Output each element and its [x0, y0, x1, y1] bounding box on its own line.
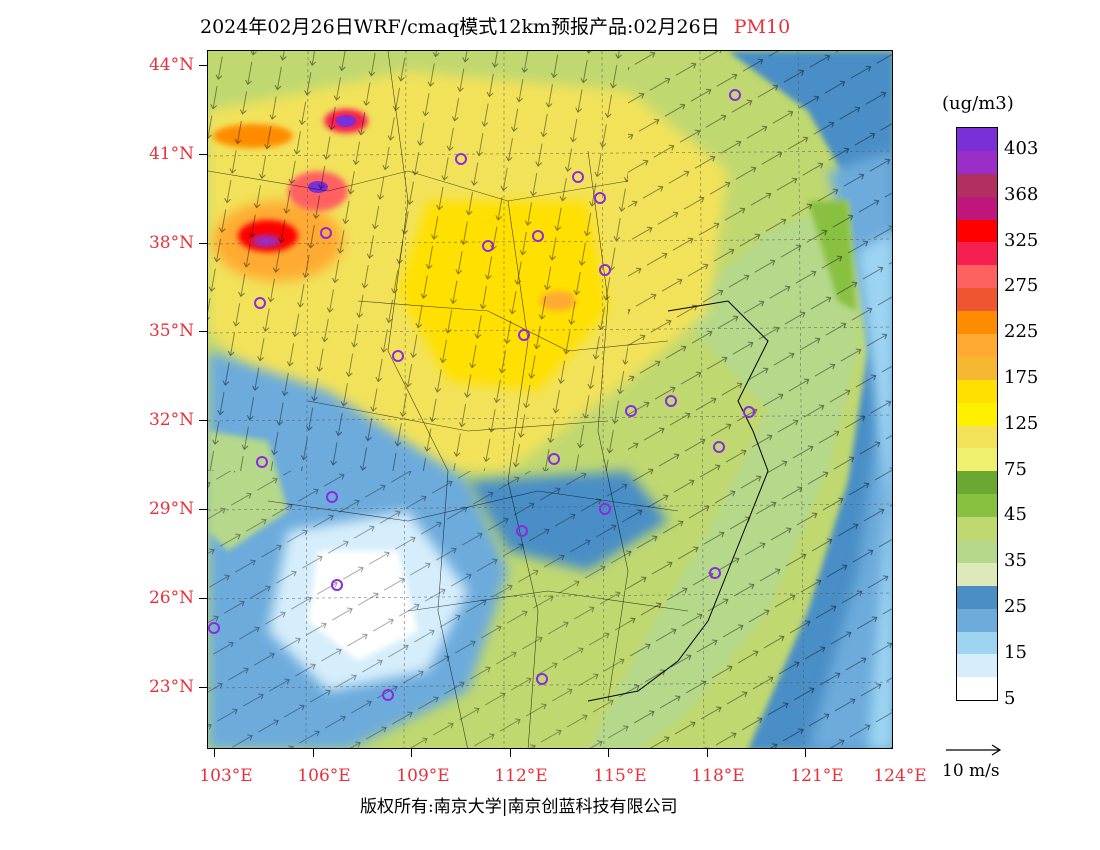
copyright: 版权所有:南京大学|南京创蓝科技有限公司 — [360, 797, 678, 817]
color-swatch — [957, 288, 997, 312]
color-bar-label: 25 — [1004, 595, 1027, 617]
color-swatch — [957, 677, 997, 701]
lat-label: 44°N — [148, 55, 194, 75]
color-bar-label: 225 — [1004, 321, 1039, 343]
lat-label: 41°N — [148, 144, 194, 164]
color-bar-label: 15 — [1004, 641, 1027, 663]
color-bar-label: 325 — [1004, 229, 1039, 251]
lon-tick — [510, 749, 511, 757]
color-swatch — [957, 379, 997, 403]
lat-label: 23°N — [148, 677, 194, 697]
color-swatch — [957, 494, 997, 518]
color-swatch — [957, 334, 997, 357]
lon-label: 112°E — [494, 766, 548, 786]
lat-label: 32°N — [148, 410, 194, 430]
lon-tick — [214, 749, 215, 757]
color-swatch — [957, 311, 997, 335]
pm10-map — [207, 50, 893, 749]
color-bar-label: 5 — [1004, 687, 1016, 709]
color-swatch — [957, 128, 997, 151]
lat-tick — [199, 331, 207, 332]
color-bar-label: 75 — [1004, 458, 1027, 480]
color-swatch — [957, 196, 997, 220]
lon-tick — [805, 749, 806, 757]
lon-label: 118°E — [691, 766, 745, 786]
color-swatch — [957, 219, 997, 243]
color-swatch — [957, 356, 997, 380]
lat-tick — [199, 154, 207, 155]
color-swatch — [957, 471, 997, 495]
color-bar-label: 125 — [1004, 412, 1039, 434]
color-swatch — [957, 402, 997, 426]
lon-label: 106°E — [297, 766, 351, 786]
color-swatch — [957, 173, 997, 197]
color-swatch — [957, 654, 997, 678]
pollutant-label: PM10 — [733, 16, 791, 38]
lat-label: 29°N — [148, 499, 194, 519]
color-bar-label: 368 — [1004, 183, 1039, 205]
color-swatch — [957, 517, 997, 541]
wind-scale-arrow — [944, 742, 1004, 763]
color-swatch — [957, 608, 997, 632]
color-swatch — [957, 562, 997, 586]
lon-tick — [707, 749, 708, 757]
wind-scale-label: 10 m/s — [942, 761, 1000, 781]
lon-label: 121°E — [790, 766, 844, 786]
color-bar-label: 175 — [1004, 366, 1039, 388]
lat-label: 26°N — [148, 588, 194, 608]
lon-label: 109°E — [396, 766, 450, 786]
color-swatch — [957, 425, 997, 449]
legend-units: (ug/m3) — [942, 93, 1014, 114]
lat-label: 35°N — [148, 321, 194, 341]
color-swatch — [957, 150, 997, 174]
lat-label: 38°N — [148, 233, 194, 253]
title-text: 2024年02月26日WRF/cmaq模式12km预报产品:02月26日 — [200, 16, 720, 38]
lat-tick — [199, 243, 207, 244]
arrow-icon — [946, 744, 1002, 756]
lon-label: 103°E — [199, 766, 253, 786]
color-bar-label: 275 — [1004, 275, 1039, 297]
color-swatch — [957, 540, 997, 563]
lon-tick — [313, 749, 314, 757]
color-swatch — [957, 448, 997, 472]
lat-tick — [199, 687, 207, 688]
color-swatch — [957, 265, 997, 289]
lon-tick — [608, 749, 609, 757]
lat-tick — [199, 420, 207, 421]
color-bar-label: 403 — [1004, 137, 1039, 159]
color-swatch — [957, 242, 997, 266]
color-bar-label: 35 — [1004, 550, 1027, 572]
color-swatch — [957, 631, 997, 655]
color-bar — [956, 127, 998, 702]
lon-tick — [411, 749, 412, 757]
lon-label: 115°E — [593, 766, 647, 786]
lat-tick — [199, 598, 207, 599]
color-bar-label: 45 — [1004, 504, 1027, 526]
color-swatch — [957, 585, 997, 609]
lat-tick — [199, 509, 207, 510]
lon-label: 124°E — [873, 766, 927, 786]
map-title: 2024年02月26日WRF/cmaq模式12km预报产品:02月26日 PM10 — [200, 12, 790, 39]
lat-tick — [199, 65, 207, 66]
map-canvas — [208, 51, 892, 748]
